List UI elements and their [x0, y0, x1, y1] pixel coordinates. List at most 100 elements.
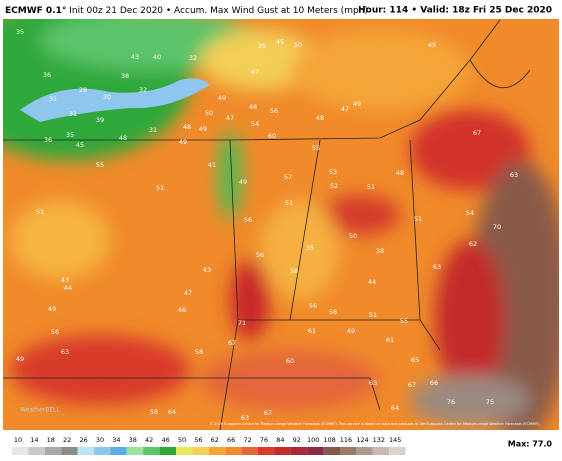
colorbar-tick-label: 34 [112, 436, 120, 444]
colorbar-tick-label: 116 [340, 436, 352, 444]
gust-label: 55 [312, 144, 320, 152]
colorbar-tick-label: 62 [211, 436, 219, 444]
colorbar-tick-label: 14 [30, 436, 38, 444]
colorbar-tick-label: 22 [63, 436, 71, 444]
gust-label: 51 [36, 208, 44, 216]
colorbar-tick-label: 26 [79, 436, 87, 444]
colorbar-swatch [307, 447, 324, 455]
colorbar-tick-label: 92 [293, 436, 301, 444]
colorbar-tick-label: 72 [243, 436, 251, 444]
gust-label: 50 [349, 232, 357, 240]
colorbar-tick-label: 18 [47, 436, 55, 444]
gust-label: 46 [178, 306, 186, 314]
gust-label: 35 [16, 28, 24, 36]
gust-label: 62 [469, 240, 477, 248]
borders [3, 19, 531, 430]
gust-label: 52 [330, 182, 338, 190]
colorbar-swatch [44, 447, 62, 455]
colorbar-swatch [389, 447, 406, 455]
gust-label: 60 [286, 357, 294, 365]
gust-label: 31 [49, 95, 57, 103]
gust-label: 65 [411, 356, 419, 364]
gust-label: 50 [294, 41, 302, 49]
colorbar-tick-label: 108 [323, 436, 335, 444]
lake [20, 78, 210, 122]
colorbar-swatch [77, 447, 94, 455]
gust-label: 63 [369, 379, 377, 387]
gust-label: 63 [241, 414, 249, 422]
gust-label: 64 [168, 408, 176, 416]
gust-label: 48 [249, 103, 257, 111]
gust-label: 54 [466, 209, 474, 217]
gust-label: 41 [208, 161, 216, 169]
colorbar-swatch [126, 447, 144, 455]
gust-label: 49 [48, 305, 56, 313]
colorbar-swatch [192, 447, 209, 455]
gust-label: 61 [308, 327, 316, 335]
gust-label: 39 [96, 116, 104, 124]
gust-label: 54 [251, 120, 259, 128]
gust-label: 55 [96, 161, 104, 169]
model: ECMWF 0.1° [5, 6, 66, 16]
gust-label: 45 [76, 141, 84, 149]
gust-label: 71 [238, 319, 246, 327]
colorbar-swatch [143, 447, 160, 455]
gust-label: 76 [447, 398, 455, 406]
gust-label: 38 [376, 247, 384, 255]
gust-label: 32 [189, 54, 197, 62]
gust-label: 51 [156, 184, 164, 192]
colorbar-swatch [290, 447, 308, 455]
valid: Hour: 114 • Valid: 18z Fri 25 Dec 2020 [358, 6, 552, 16]
gust-label: 58 [195, 348, 203, 356]
gust-label: 36 [44, 136, 52, 144]
gust-label: 56 [309, 302, 317, 310]
colorbar-swatch [12, 447, 29, 455]
gust-label: 49 [239, 178, 247, 186]
gust-label: 35 [66, 131, 74, 139]
colorbar-tick-label: 42 [145, 436, 153, 444]
colorbar-swatch [323, 447, 340, 455]
colorbar: 10 14 18 22 26 30 34 38 42 46 50 56 62 66 72 76 84 92 100 1… [12, 436, 406, 455]
gust-label: 58 [290, 267, 298, 275]
gust-label: 63 [61, 348, 69, 356]
gust-label: 43 [131, 53, 139, 61]
gust-label: 47 [184, 289, 192, 297]
gust-label: 45 [428, 41, 436, 49]
gust-label: 50 [205, 109, 213, 117]
colorbar-tick-label: 132 [373, 436, 385, 444]
colorbar-tick-label: 50 [178, 436, 186, 444]
gust-label: 66 [430, 379, 438, 387]
gust-label: 56 [256, 251, 264, 259]
colorbar-tick-label: 56 [194, 436, 202, 444]
gust-label: 35 [306, 244, 314, 252]
gust-label: 47 [341, 105, 349, 113]
gust-label: 48 [183, 123, 191, 131]
gust-label: 63 [433, 263, 441, 271]
colorbar-swatch [28, 447, 45, 455]
gust-label: 31 [149, 126, 157, 134]
gust-label: 44 [368, 278, 376, 286]
gust-label: 49 [218, 94, 226, 102]
gust-label: 67 [228, 339, 236, 347]
colorbar-tick-label: 84 [276, 436, 284, 444]
gust-label: 51 [414, 215, 422, 223]
colorbar-tick-label: 38 [129, 436, 137, 444]
gust-label: 43 [61, 276, 69, 284]
gust-label: 47 [251, 68, 259, 76]
gust-label: 58 [329, 308, 337, 316]
colorbar-swatch [110, 447, 127, 455]
gust-label: 49 [199, 125, 207, 133]
gust-label: 49 [16, 355, 24, 363]
colorbar-tick-label: 10 [14, 436, 22, 444]
colorbar-swatch [274, 447, 291, 455]
gust-label: 36 [43, 71, 51, 79]
gust-label: 56 [51, 328, 59, 336]
gust-label: 55 [400, 317, 408, 325]
gust-label: 49 [347, 327, 355, 335]
gust-label: 63 [510, 171, 518, 179]
colorbar-tick-label: 76 [260, 436, 268, 444]
gust-label: 58 [150, 408, 158, 416]
colorbar-swatch [176, 447, 193, 455]
